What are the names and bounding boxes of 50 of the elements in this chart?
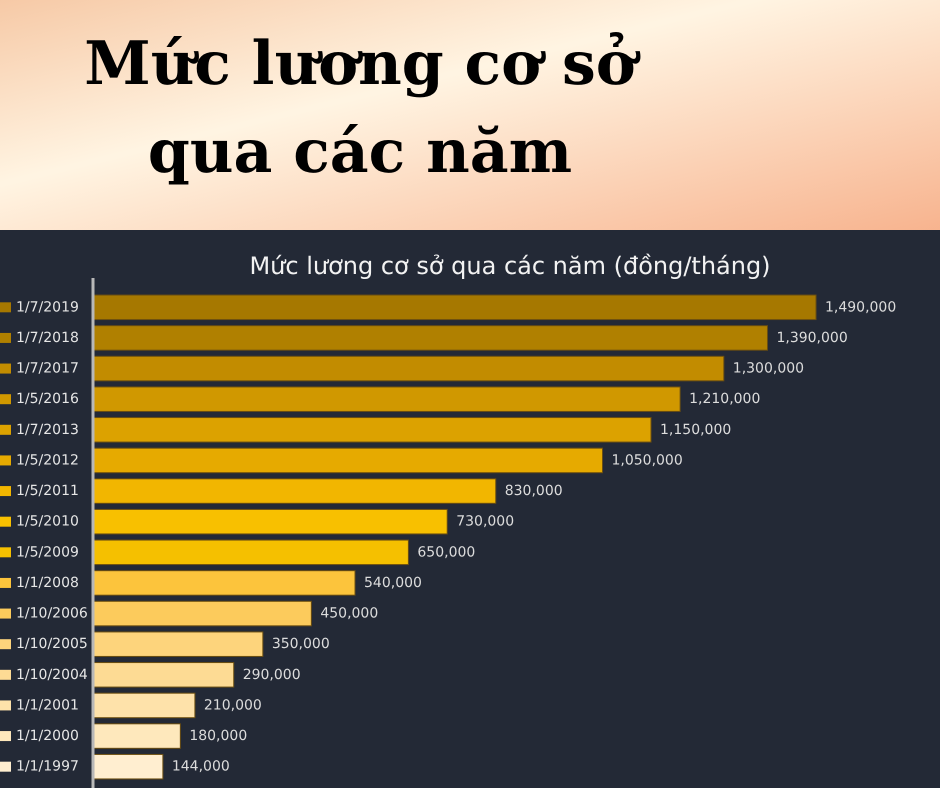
y-tick-label: 1/5/2016: [16, 391, 79, 408]
data-label: 1,300,000: [732, 360, 804, 377]
data-label: 650,000: [417, 544, 476, 560]
y-tick-label: 1/10/2006: [16, 606, 88, 622]
bar: [92, 294, 816, 320]
data-label: 450,000: [320, 606, 378, 622]
y-tick-label: 1/7/2013: [16, 422, 79, 438]
data-label: 1,490,000: [825, 299, 896, 316]
data-label: 730,000: [456, 514, 514, 530]
y-tick-label: 1/10/2005: [16, 636, 88, 652]
bar: [92, 386, 681, 412]
data-label: 1,390,000: [776, 330, 848, 346]
bar: [92, 478, 496, 504]
data-label: 210,000: [204, 697, 262, 714]
data-label: 1,210,000: [689, 391, 760, 408]
chart-title: Mức lương cơ sở qua các năm: [83, 28, 642, 189]
y-tick-label: 1/7/2019: [16, 299, 79, 316]
chart-subtitle: Mức lương cơ sở qua các năm (đồng/tháng): [249, 252, 771, 280]
bar: [92, 508, 448, 534]
data-label: 540,000: [364, 574, 422, 591]
y-tick-label: 1/1/2000: [16, 728, 79, 744]
y-tick-label: 1/1/1997: [16, 758, 79, 775]
data-label: 144,000: [172, 758, 230, 775]
y-tick-label: 1/7/2018: [16, 330, 79, 346]
y-tick-label: 1/7/2017: [16, 360, 79, 377]
bar: [92, 631, 264, 657]
bar: [92, 662, 234, 688]
data-label: 1,050,000: [611, 452, 683, 468]
bar: [92, 356, 724, 382]
data-label: 350,000: [272, 636, 330, 652]
data-label: 180,000: [189, 728, 248, 744]
bar: [92, 692, 196, 718]
y-tick-label: 1/5/2009: [16, 544, 79, 560]
bar: [92, 570, 356, 596]
y-tick-label: 1/5/2010: [16, 514, 79, 530]
bar: [92, 723, 181, 749]
y-tick-label: 1/1/2008: [16, 574, 79, 591]
y-tick-label: 1/5/2012: [16, 452, 79, 468]
bar: [92, 754, 164, 780]
data-label: 290,000: [242, 666, 301, 683]
y-tick-label: 1/1/2001: [16, 697, 79, 714]
bar: [92, 600, 312, 626]
bar: [92, 448, 603, 474]
y-tick-label: 1/10/2004: [16, 666, 88, 683]
data-label: 1,150,000: [660, 422, 732, 438]
bar: [92, 325, 768, 351]
y-tick-label: 1/5/2011: [16, 483, 79, 500]
data-label: 830,000: [504, 483, 563, 500]
bar: [92, 417, 652, 443]
bar: [92, 540, 409, 566]
